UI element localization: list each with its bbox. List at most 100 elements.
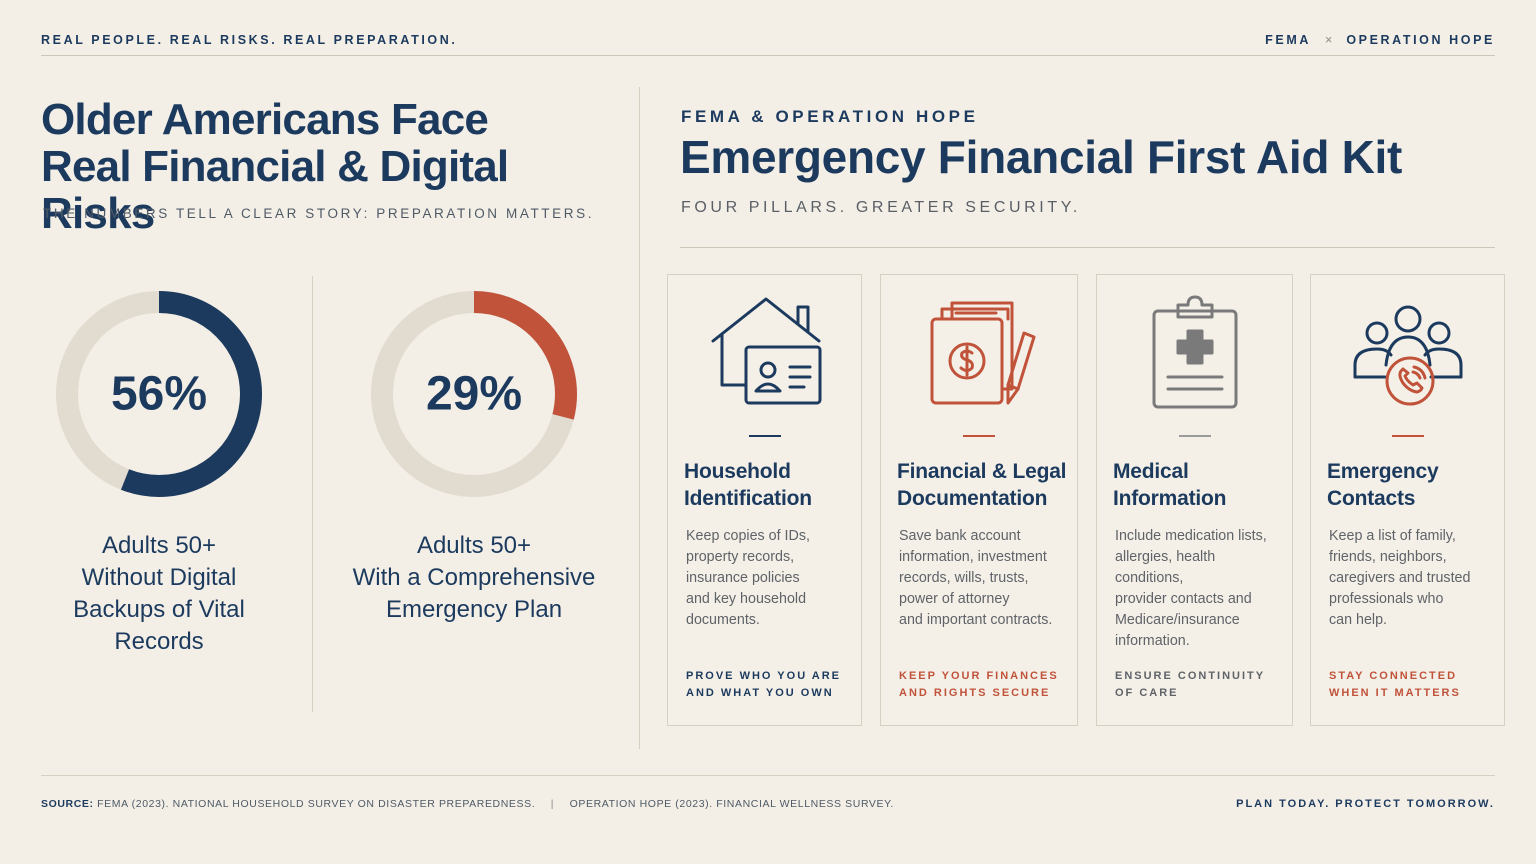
stat-emergency-plan: 29% Adults 50+ With a Comprehensive Emer…	[334, 286, 614, 626]
partner-separator: ×	[1325, 33, 1333, 47]
card-tag-line: STAY CONNECTED	[1329, 670, 1458, 682]
stat-digital-backups: 56% Adults 50+ Without Digital Backups o…	[19, 286, 299, 658]
card-title-line: Emergency	[1327, 460, 1439, 483]
card-description: Keep a list of family, friends, neighbor…	[1329, 526, 1496, 631]
donut-chart: 29%	[371, 291, 577, 497]
donut-value-arc	[56, 291, 262, 497]
card-tag-line: KEEP YOUR FINANCES	[899, 670, 1059, 682]
card-desc-line: records, wills, trusts,	[899, 570, 1029, 586]
card-title: Financial & Legal Documentation	[897, 458, 1069, 512]
card-tagline: PROVE WHO YOU ARE AND WHAT YOU OWN	[686, 668, 855, 702]
source-separator: |	[550, 798, 555, 810]
card-desc-line: can help.	[1329, 612, 1388, 628]
stat-label: Adults 50+ With a Comprehensive Emergenc…	[334, 530, 614, 626]
card-accent-dash	[748, 435, 781, 437]
card-title: Emergency Contacts	[1327, 458, 1496, 512]
donut-chart: 56%	[56, 291, 262, 497]
card-accent-dash	[1178, 435, 1211, 437]
card-tag-line: ENSURE CONTINUITY	[1115, 670, 1266, 682]
left-subtitle: THE NUMBERS TELL A CLEAR STORY: PREPARAT…	[43, 206, 595, 221]
card-tag-line: PROVE WHO YOU ARE	[686, 670, 842, 682]
card-tagline: KEEP YOUR FINANCES AND RIGHTS SECURE	[899, 668, 1071, 702]
card-title-line: Documentation	[897, 487, 1048, 510]
card-desc-line: allergies, health conditions,	[1115, 549, 1216, 586]
card-title-line: Information	[1113, 487, 1227, 510]
card-accent-dash	[963, 435, 995, 437]
footer: SOURCE: FEMA (2023). NATIONAL HOUSEHOLD …	[41, 798, 1495, 810]
stat-percent: 29%	[426, 368, 522, 421]
card-desc-line: insurance policies	[686, 570, 800, 586]
left-title-line-1: Older Americans Face	[41, 95, 489, 144]
card-title: Medical Information	[1113, 458, 1284, 512]
card-desc-line: friends, neighbors,	[1329, 549, 1447, 565]
partner-fema: FEMA	[1265, 33, 1311, 47]
stat-label: Adults 50+ Without Digital Backups of Vi…	[19, 530, 299, 658]
right-title: Emergency Financial First Aid Kit	[680, 131, 1403, 183]
stat-label-line: Records	[114, 628, 204, 655]
card-desc-line: property records,	[686, 549, 795, 565]
card-tag-line: WHEN IT MATTERS	[1329, 687, 1461, 699]
card-medical-information: Medical Information Include medication l…	[1096, 274, 1293, 726]
right-subtitle: FOUR PILLARS. GREATER SECURITY.	[681, 199, 1081, 216]
card-emergency-contacts: Emergency Contacts Keep a list of family…	[1310, 274, 1505, 726]
stat-label-line: Emergency Plan	[385, 596, 563, 623]
card-title-line: Identification	[684, 487, 812, 510]
card-description: Include medication lists, allergies, hea…	[1115, 526, 1284, 652]
card-desc-line: Keep copies of IDs,	[686, 528, 810, 544]
house-id-icon	[668, 293, 861, 413]
card-desc-line: professionals who	[1329, 591, 1444, 607]
card-desc-line: caregivers and trusted	[1329, 570, 1471, 586]
card-desc-line: provider contacts and	[1115, 591, 1252, 607]
card-title-line: Financial & Legal	[897, 460, 1067, 483]
stat-label-line: Adults 50+	[416, 532, 532, 559]
card-description: Keep copies of IDs, property records, in…	[686, 526, 853, 631]
stats-divider	[312, 276, 313, 712]
left-title-line-2: Real Financial & Digital Risks	[41, 142, 509, 238]
card-desc-line: power of attorney	[899, 591, 1010, 607]
right-kicker: FEMA & OPERATION HOPE	[681, 107, 979, 126]
card-desc-line: Save bank account	[899, 528, 1021, 544]
top-bar: REAL PEOPLE. REAL RISKS. REAL PREPARATIO…	[41, 33, 1495, 56]
source-label: SOURCE:	[41, 798, 94, 810]
footer-tagline: PLAN TODAY. PROTECT TOMORROW.	[1236, 798, 1495, 810]
card-tagline: ENSURE CONTINUITY OF CARE	[1115, 668, 1286, 702]
card-title-line: Medical	[1113, 460, 1189, 483]
contacts-phone-icon	[1311, 293, 1504, 413]
footer-sources: SOURCE: FEMA (2023). NATIONAL HOUSEHOLD …	[41, 798, 894, 810]
card-desc-line: Medicare/insurance	[1115, 612, 1240, 628]
card-title: Household Identification	[684, 458, 853, 512]
card-desc-line: Include medication lists,	[1115, 528, 1267, 544]
card-accent-dash	[1391, 435, 1424, 437]
card-tag-line: AND WHAT YOU OWN	[686, 687, 834, 699]
card-tag-line: AND RIGHTS SECURE	[899, 687, 1051, 699]
card-title-line: Contacts	[1327, 487, 1416, 510]
header-tagline: REAL PEOPLE. REAL RISKS. REAL PREPARATIO…	[41, 33, 458, 47]
left-title: Older Americans Face Real Financial & Di…	[41, 96, 631, 237]
card-tag-line: OF CARE	[1115, 687, 1179, 699]
card-desc-line: and key household	[686, 591, 807, 607]
section-divider	[639, 87, 640, 749]
right-rule	[680, 247, 1495, 248]
partner-lockup: FEMA × OPERATION HOPE	[1265, 33, 1495, 47]
stat-label-line: Backups of Vital	[73, 596, 245, 623]
card-desc-line: Keep a list of family,	[1329, 528, 1456, 544]
stat-label-line: Without Digital	[81, 564, 237, 591]
card-desc-line: information.	[1115, 633, 1190, 649]
card-desc-line: and important contracts.	[899, 612, 1053, 628]
partner-operation-hope: OPERATION HOPE	[1346, 33, 1495, 47]
donut-value-arc	[371, 291, 577, 497]
medical-clipboard-icon	[1097, 293, 1292, 413]
source-operation-hope: OPERATION HOPE (2023). FINANCIAL WELLNES…	[569, 798, 894, 810]
footer-rule	[41, 775, 1495, 776]
financial-documents-icon	[881, 293, 1077, 413]
stat-label-line: With a Comprehensive	[352, 564, 596, 591]
card-financial-legal: Financial & Legal Documentation Save ban…	[880, 274, 1078, 726]
card-desc-line: information, investment	[899, 549, 1047, 565]
card-description: Save bank account information, investmen…	[899, 526, 1069, 631]
card-tagline: STAY CONNECTED WHEN IT MATTERS	[1329, 668, 1498, 702]
stat-label-line: Adults 50+	[101, 532, 217, 559]
card-household-identification: Household Identification Keep copies of …	[667, 274, 862, 726]
source-fema: FEMA (2023). NATIONAL HOUSEHOLD SURVEY O…	[97, 798, 536, 810]
card-desc-line: documents.	[686, 612, 760, 628]
card-title-line: Household	[684, 460, 791, 483]
